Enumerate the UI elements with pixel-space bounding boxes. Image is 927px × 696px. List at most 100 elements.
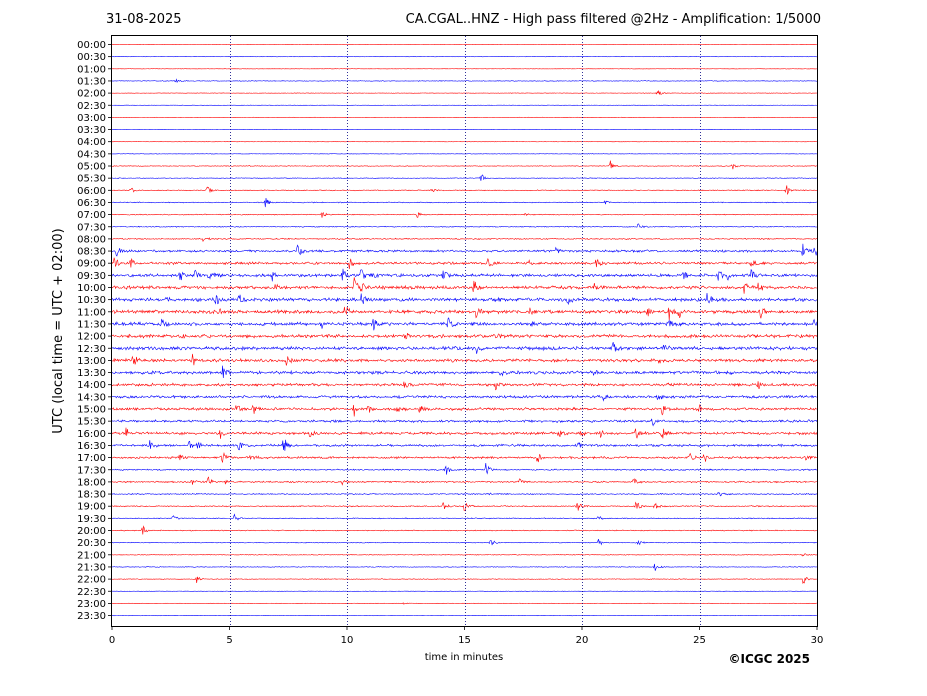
y-tick-label: 00:30	[77, 52, 106, 63]
trace-row-2200	[111, 576, 817, 585]
trace-row-0130	[111, 78, 818, 83]
trace-row-1900	[111, 501, 817, 512]
x-tick-label: 5	[226, 635, 232, 646]
trace-row-0500	[111, 160, 817, 170]
y-tick-label: 18:00	[77, 477, 106, 488]
y-tick-label: 12:30	[77, 344, 106, 355]
y-tick-label: 22:30	[77, 587, 106, 598]
trace-row-1330	[111, 365, 818, 378]
trace-row-1600	[111, 427, 818, 439]
y-tick-label: 20:30	[77, 538, 106, 549]
y-tick-label: 05:00	[77, 162, 106, 173]
trace-row-1700	[111, 452, 817, 464]
y-tick-label: 04:00	[77, 137, 106, 148]
y-tick-label: 15:00	[77, 405, 106, 416]
y-tick-label: 01:30	[77, 76, 106, 87]
trace-row-2330	[111, 614, 817, 617]
x-axis: 0 5 10 15 20 25 30	[109, 626, 823, 646]
trace-row-1300	[111, 353, 818, 366]
y-tick-label: 17:00	[77, 453, 106, 464]
y-tick-label: 10:00	[77, 283, 106, 294]
y-tick-label: 06:30	[77, 198, 106, 209]
trace-row-1800	[111, 476, 817, 486]
trace-row-0200	[111, 89, 817, 95]
y-tick-label: 10:30	[77, 295, 106, 306]
trace-row-0800	[111, 237, 817, 243]
plot-frame	[111, 35, 818, 627]
trace-row-1030	[111, 292, 818, 306]
x-tick-label: 10	[341, 635, 354, 646]
trace-row-2130	[111, 563, 818, 571]
y-tick-label: 14:30	[77, 392, 106, 403]
trace-row-1500	[111, 404, 817, 417]
trace-row-0930	[111, 268, 818, 282]
trace-row-1430	[111, 394, 817, 402]
y-tick-label: 16:00	[77, 429, 106, 440]
trace-row-0530	[111, 174, 817, 181]
trace-row-1130	[111, 317, 818, 331]
copyright: ©ICGC 2025	[728, 652, 810, 666]
trace-row-2000	[111, 525, 817, 535]
y-tick-label: 13:30	[77, 368, 106, 379]
y-tick-label: 05:30	[77, 174, 106, 185]
y-tick-label: 04:30	[77, 149, 106, 160]
y-tick-label: 08:30	[77, 247, 106, 258]
trace-row-1830	[111, 492, 818, 497]
y-tick-label: 23:00	[77, 599, 106, 610]
y-tick-label: 01:00	[77, 64, 106, 75]
x-tick-label: 15	[458, 635, 471, 646]
trace-row-1530	[111, 418, 818, 427]
trace-row-1930	[111, 513, 817, 521]
trace-row-2230	[111, 590, 817, 592]
y-tick-label: 17:30	[77, 465, 106, 476]
y-tick-label: 03:00	[77, 113, 106, 124]
grid-lines	[230, 36, 701, 626]
y-tick-label: 03:30	[77, 125, 106, 136]
trace-row-0900	[111, 257, 818, 270]
y-tick-label: 19:00	[77, 502, 106, 513]
y-tick-label: 14:00	[77, 380, 106, 391]
y-tick-label: 13:00	[77, 356, 106, 367]
y-tick-label: 23:30	[77, 611, 106, 622]
trace-row-1100	[111, 306, 818, 321]
y-tick-label: 09:30	[77, 271, 106, 282]
y-tick-label: 08:00	[77, 234, 106, 245]
y-tick-label: 21:30	[77, 562, 106, 573]
y-tick-label: 22:00	[77, 575, 106, 586]
y-tick-label: 18:30	[77, 490, 106, 501]
y-tick-label: 12:00	[77, 332, 106, 343]
y-tick-label: 02:00	[77, 89, 106, 100]
x-tick-label: 0	[109, 635, 115, 646]
y-tick-label: 11:30	[77, 319, 106, 330]
trace-row-1230	[111, 342, 818, 354]
trace-row-2030	[111, 538, 817, 546]
trace-row-1000	[111, 277, 817, 294]
x-tick-label: 20	[576, 635, 589, 646]
trace-row-0430	[111, 153, 817, 155]
y-tick-label: 21:00	[77, 550, 106, 561]
trace-row-1630	[111, 439, 818, 451]
y-tick-label: 20:00	[77, 526, 106, 537]
y-tick-label: 09:00	[77, 259, 106, 270]
trace-row-0830	[111, 243, 818, 257]
trace-row-0730	[111, 223, 817, 229]
y-tick-label: 16:30	[77, 441, 106, 452]
x-tick-label: 25	[693, 635, 706, 646]
y-axis-label: UTC (local time = UTC + 02:00)	[51, 228, 66, 433]
chart-title: CA.CGAL..HNZ - High pass filtered @2Hz -…	[405, 12, 821, 27]
y-tick-label: 06:00	[77, 186, 106, 197]
trace-row-2300	[111, 602, 817, 605]
y-tick-label: 19:30	[77, 514, 106, 525]
trace-row-1200	[111, 333, 818, 340]
y-tick-label: 00:00	[77, 40, 106, 51]
trace-row-0700	[111, 212, 818, 218]
y-tick-label: 07:00	[77, 210, 106, 221]
x-axis-label: time in minutes	[425, 652, 504, 663]
trace-row-0630	[111, 197, 817, 208]
y-tick-label: 11:00	[77, 307, 106, 318]
trace-row-1730	[111, 463, 818, 475]
trace-row-2100	[111, 553, 817, 557]
trace-group	[111, 43, 818, 617]
